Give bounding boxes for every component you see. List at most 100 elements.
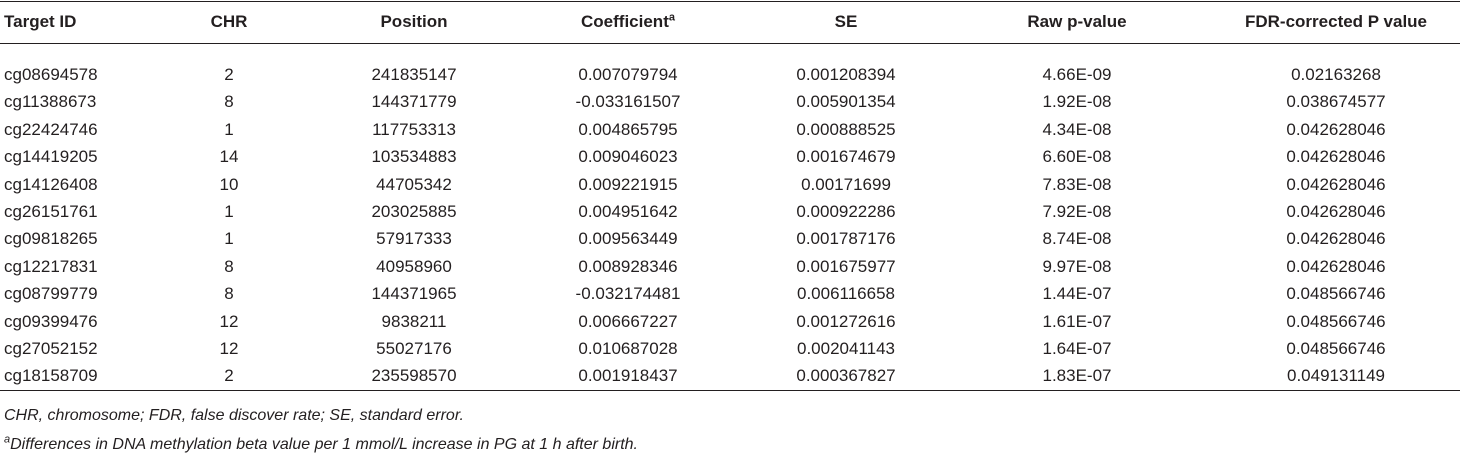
column-header: Coefficienta — [581, 12, 675, 32]
table-cell: cg26151761 — [4, 202, 98, 221]
bottom-rule — [0, 390, 1460, 391]
table-cell: 0.048566746 — [1286, 284, 1386, 304]
table-cell: 0.038674577 — [1286, 92, 1386, 112]
table-cell: 1.83E-07 — [1042, 366, 1112, 386]
table-cell: 203025885 — [371, 202, 457, 221]
table-cell: 2 — [224, 366, 234, 386]
table-cell: 0.042628046 — [1286, 256, 1386, 276]
table-cell: 103534883 — [371, 147, 457, 167]
table-cell: 55027176 — [376, 339, 452, 358]
column-header: FDR-corrected P value — [1244, 12, 1428, 31]
table-cell: 8 — [224, 92, 234, 112]
table-cell: 0.00171699 — [801, 174, 891, 194]
table-cell: 12 — [219, 311, 239, 331]
table-cell: 0.008928346 — [578, 256, 678, 276]
table-cell: cg11388673 — [4, 92, 97, 112]
table-cell: 0.004865795 — [578, 119, 678, 139]
column-header: CHR — [210, 12, 248, 31]
table-cell: cg22424746 — [4, 119, 98, 139]
table-cell: cg09818265 — [4, 229, 98, 249]
table-cell: 0.042628046 — [1286, 119, 1386, 139]
table-cell: 0.000922286 — [796, 202, 896, 221]
table-cell: 0.042628046 — [1286, 229, 1386, 249]
table-cell: cg09399476 — [4, 311, 98, 331]
table-cell: 0.001675977 — [796, 256, 896, 276]
table-cell: 8 — [224, 256, 234, 276]
table-cell: 1 — [224, 119, 234, 139]
table-cell: 235598570 — [371, 366, 457, 386]
table-cell: 0.048566746 — [1286, 311, 1386, 331]
table-cell: 1.92E-08 — [1042, 92, 1112, 112]
table-cell: 0.004951642 — [578, 202, 678, 221]
table-cell: 0.009221915 — [578, 174, 678, 194]
footnote: CHR, chromosome; FDR, false discover rat… — [4, 407, 464, 424]
table-cell: 0.042628046 — [1286, 174, 1386, 194]
table-cell: cg14419205 — [4, 147, 98, 167]
table-cell: 4.66E-09 — [1042, 65, 1112, 84]
column-header: Target ID — [4, 12, 77, 31]
header-rule — [0, 43, 1460, 44]
table-cell: 7.92E-08 — [1042, 202, 1112, 221]
table-cell: cg12217831 — [4, 256, 98, 276]
footnote-mark: a — [4, 433, 11, 446]
column-header: Raw p-value — [1027, 12, 1127, 31]
table-cell: 40958960 — [376, 256, 452, 276]
table-cell: 9.97E-08 — [1042, 256, 1112, 276]
column-header: SE — [834, 12, 858, 31]
table-cell: 2 — [224, 65, 234, 84]
table-cell: 6.60E-08 — [1042, 147, 1112, 167]
table-cell: 1 — [224, 202, 234, 221]
table-cell: 44705342 — [376, 174, 452, 194]
table-cell: 0.001918437 — [578, 366, 678, 386]
table-cell: 0.001208394 — [796, 65, 896, 84]
header-text: Coefficient — [581, 12, 669, 31]
table-cell: 0.000888525 — [796, 119, 896, 139]
table-cell: cg08694578 — [4, 65, 98, 84]
table-cell: 0.009563449 — [578, 229, 678, 249]
header-note: a — [668, 11, 675, 24]
table-cell: cg27052152 — [4, 339, 98, 358]
table-cell: 0.02163268 — [1291, 65, 1381, 84]
table-cell: 0.001787176 — [796, 229, 896, 249]
table-cell: -0.032174481 — [575, 284, 681, 304]
footnote-text: Differences in DNA methylation beta valu… — [10, 436, 638, 453]
table-cell: 1 — [224, 229, 234, 249]
table-cell: -0.033161507 — [575, 92, 681, 112]
table-cell: 0.000367827 — [796, 366, 896, 386]
table-cell: 0.049131149 — [1286, 366, 1386, 386]
table-cell: 241835147 — [371, 65, 457, 84]
table-cell: 10 — [219, 174, 239, 194]
table-cell: 0.001272616 — [796, 311, 896, 331]
table-cell: 1.61E-07 — [1042, 311, 1112, 331]
column-header: Position — [380, 12, 448, 31]
table-cell: 0.010687028 — [578, 339, 678, 358]
table-cell: 1.44E-07 — [1042, 284, 1112, 304]
table-cell: 14 — [219, 147, 239, 167]
table-cell: 12 — [219, 339, 239, 358]
table-cell: 144371965 — [371, 284, 457, 304]
table-cell: 0.005901354 — [796, 92, 896, 112]
table-cell: 0.009046023 — [578, 147, 678, 167]
table-cell: 0.042628046 — [1286, 202, 1386, 221]
table-cell: 117753313 — [372, 119, 456, 139]
table-cell: cg08799779 — [4, 284, 98, 304]
table-cell: 9838211 — [381, 311, 447, 331]
top-rule — [0, 1, 1460, 2]
table-cell: 0.042628046 — [1286, 147, 1386, 167]
table-cell: 0.007079794 — [578, 65, 678, 84]
table-cell: 57917333 — [376, 229, 452, 249]
table-cell: 0.006116658 — [796, 284, 896, 304]
table-cell: 0.001674679 — [796, 147, 896, 167]
table-cell: 144371779 — [371, 92, 457, 112]
table-cell: cg18158709 — [4, 366, 98, 386]
table-cell: 8 — [224, 284, 234, 304]
table-cell: 0.048566746 — [1286, 339, 1386, 358]
table-cell: 1.64E-07 — [1042, 339, 1112, 358]
table-cell: 0.006667227 — [578, 311, 678, 331]
table-cell: cg14126408 — [4, 174, 98, 194]
table-cell: 4.34E-08 — [1042, 119, 1112, 139]
table-cell: 0.002041143 — [796, 339, 896, 358]
table-cell: 7.83E-08 — [1042, 174, 1112, 194]
footnote: aDifferences in DNA methylation beta val… — [4, 433, 638, 454]
